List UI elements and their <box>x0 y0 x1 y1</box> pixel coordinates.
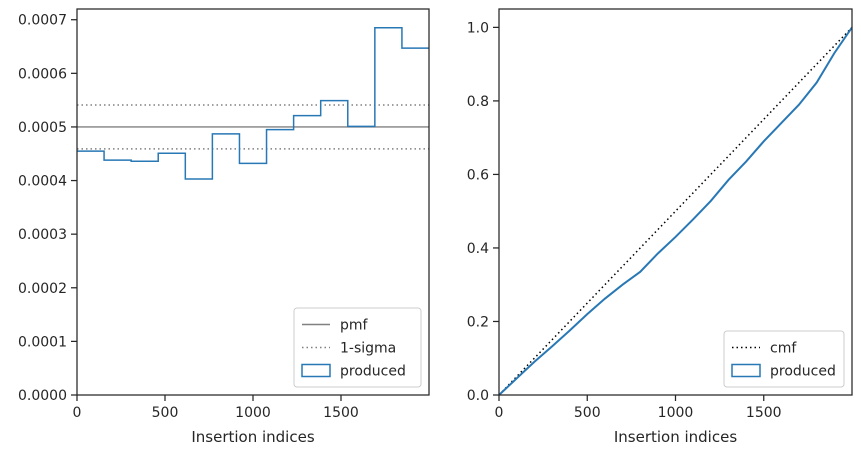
y-tick-label: 0.0003 <box>18 227 67 243</box>
y-tick-label: 0.0000 <box>18 388 67 404</box>
y-tick-label: 0.6 <box>467 167 489 183</box>
x-tick-label: 500 <box>152 405 179 421</box>
x-axis-label: Insertion indices <box>614 428 737 446</box>
y-tick-label: 0.0006 <box>18 66 67 82</box>
legend-handle-produced <box>301 363 331 378</box>
x-tick-label: 1500 <box>323 405 359 421</box>
plot-area <box>77 27 429 180</box>
legend-box <box>723 330 845 388</box>
produced-histogram-step <box>77 27 429 180</box>
legend-label-cmf: cmf <box>770 341 797 357</box>
plot-area <box>499 26 852 395</box>
legend-box <box>293 307 422 388</box>
produced-line <box>499 26 852 395</box>
x-tick-label: 500 <box>574 405 601 421</box>
legend: cmf produced <box>723 330 845 388</box>
right-cumulative-panel: 0 500 1000 1500 0.0 0.2 0.4 0.6 0.8 1.0 Insertion … <box>467 8 853 446</box>
left-histogram-panel: 0 500 1000 1500 0.0000 0.0001 0.0002 0.0003 0.00… <box>18 8 430 446</box>
y-tick-label: 0.4 <box>467 241 489 257</box>
x-tick-label: 1500 <box>746 405 782 421</box>
legend: pmf 1-sigma produced <box>293 307 422 388</box>
y-tick-label: 0.0004 <box>18 174 67 190</box>
legend-label-produced: produced <box>340 364 406 380</box>
y-tick-label: 1.0 <box>467 20 489 36</box>
y-tick-label: 0.0005 <box>18 120 67 136</box>
y-tick-label: 0.0002 <box>18 281 67 297</box>
x-axis-label: Insertion indices <box>191 428 314 446</box>
y-tick-label: 0.8 <box>467 94 489 110</box>
legend-label-produced: produced <box>770 364 836 380</box>
legend-handle-produced <box>731 363 761 378</box>
y-tick-label: 0.2 <box>467 314 489 330</box>
x-tick-label: 1000 <box>235 405 271 421</box>
x-tick-label: 0 <box>73 405 82 421</box>
legend-label-pmf: pmf <box>340 318 369 334</box>
x-tick-label: 1000 <box>658 405 694 421</box>
y-tick-label: 0.0007 <box>18 13 67 29</box>
x-tick-label: 0 <box>495 405 504 421</box>
y-tick-label: 0.0001 <box>18 334 67 350</box>
legend-label-1-sigma: 1-sigma <box>340 341 396 357</box>
y-tick-label: 0.0 <box>467 388 489 404</box>
